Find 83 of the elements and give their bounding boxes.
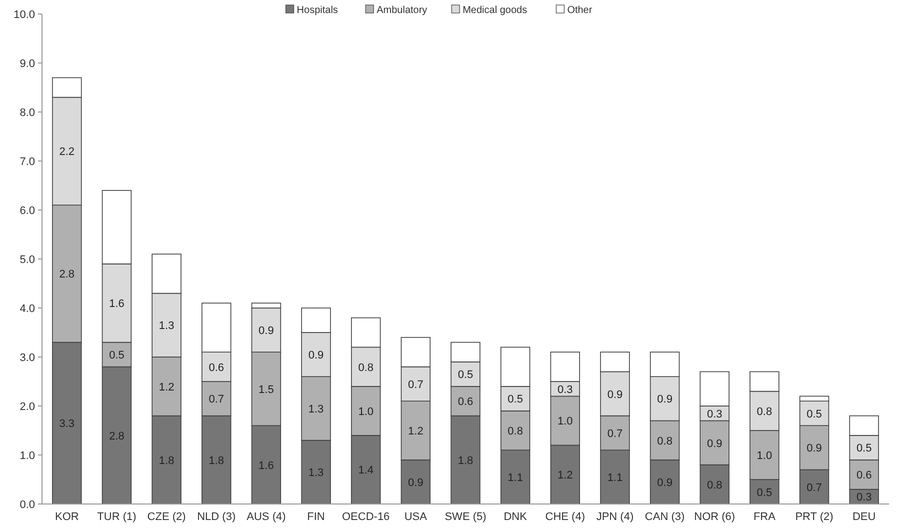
- data-label: 0.6: [458, 396, 474, 408]
- data-label: 0.5: [458, 369, 474, 382]
- data-label: 0.5: [856, 442, 872, 455]
- x-tick-label: TUR (1): [97, 511, 136, 523]
- x-tick-label: NLD (3): [197, 511, 236, 523]
- data-label: 0.5: [756, 486, 772, 499]
- data-label: 1.3: [308, 403, 324, 416]
- data-label: 1.8: [158, 454, 174, 467]
- legend-label: Hospitals: [296, 5, 338, 16]
- data-label: 1.0: [558, 416, 573, 428]
- data-label: 0.5: [508, 394, 523, 406]
- y-tick-label: 3.0: [20, 352, 35, 364]
- x-tick-label: DEU: [852, 511, 876, 523]
- data-label: 2.2: [59, 146, 75, 158]
- data-label: 0.5: [806, 408, 822, 420]
- x-tick-label: FRA: [753, 511, 776, 523]
- data-label: 1.0: [756, 450, 772, 462]
- data-label: 1.3: [308, 467, 324, 480]
- x-tick-label: DNK: [504, 511, 528, 523]
- x-tick-label: CAN (3): [644, 511, 685, 523]
- y-tick-label: 9.0: [20, 58, 35, 70]
- y-tick-label: 4.0: [20, 303, 35, 315]
- legend-label: Ambulatory: [376, 5, 428, 16]
- x-tick-label: PRT (2): [795, 511, 834, 523]
- x-tick-label: FIN: [307, 511, 325, 523]
- data-label: 0.7: [208, 394, 224, 406]
- data-label: 0.6: [856, 470, 872, 482]
- data-label: 0.8: [756, 406, 772, 418]
- x-tick-label: CZE (2): [147, 511, 186, 523]
- data-label: 2.8: [109, 430, 124, 442]
- data-label: 0.8: [706, 479, 722, 492]
- data-label: 0.7: [408, 378, 424, 391]
- x-tick-label: NOR (6): [694, 511, 736, 523]
- data-label: 0.9: [706, 438, 722, 450]
- x-tick-label: USA: [404, 511, 428, 523]
- data-label: 1.2: [408, 426, 424, 438]
- data-label: 0.5: [109, 350, 124, 362]
- data-label: 1.6: [109, 298, 124, 310]
- x-tick-label: SWE (5): [444, 511, 486, 523]
- data-label: 0.8: [358, 362, 374, 374]
- data-label: 1.6: [258, 460, 274, 472]
- y-tick-label: 8.0: [20, 107, 35, 119]
- data-label: 1.3: [158, 320, 174, 332]
- data-label: 3.3: [59, 418, 75, 430]
- data-label: 0.9: [657, 476, 672, 489]
- y-tick-label: 5.0: [20, 254, 35, 266]
- data-label: 0.3: [856, 492, 872, 504]
- data-label: 0.9: [258, 325, 274, 338]
- data-label: 0.9: [408, 476, 424, 489]
- data-label: 0.8: [508, 426, 523, 438]
- data-label: 0.3: [706, 408, 722, 420]
- x-tick-label: OECD-16: [342, 511, 390, 523]
- data-label: 1.8: [208, 454, 224, 467]
- x-tick-label: JPN (4): [596, 511, 634, 523]
- data-label: 0.6: [208, 362, 224, 374]
- data-label: 1.1: [607, 472, 623, 484]
- data-label: 0.3: [558, 384, 573, 396]
- y-tick-label: 6.0: [20, 205, 35, 217]
- data-label: 0.9: [607, 388, 623, 401]
- x-tick-label: CHE (4): [545, 511, 586, 523]
- y-tick-label: 1.0: [20, 450, 35, 462]
- y-tick-label: 2.0: [20, 401, 35, 413]
- data-label: 1.8: [458, 454, 474, 467]
- data-label: 0.7: [607, 428, 623, 440]
- data-label: 1.2: [158, 381, 174, 394]
- data-label: 2.8: [59, 268, 75, 281]
- y-tick-label: 10.0: [14, 9, 35, 21]
- y-tick-label: 0.0: [20, 499, 35, 511]
- data-label: 0.9: [806, 442, 822, 455]
- data-label: 0.8: [657, 435, 672, 448]
- legend-label: Medical goods: [462, 5, 528, 16]
- y-tick-label: 7.0: [20, 156, 35, 168]
- data-label: 1.4: [358, 464, 374, 477]
- data-label: 0.9: [308, 350, 324, 362]
- legend-label: Other: [567, 5, 593, 16]
- data-label: 0.7: [806, 482, 822, 494]
- data-label: 1.0: [358, 406, 374, 418]
- data-label: 0.9: [657, 394, 672, 406]
- data-label: 1.5: [258, 384, 274, 396]
- x-tick-label: KOR: [54, 511, 79, 523]
- data-label: 1.2: [558, 470, 573, 482]
- x-tick-label: AUS (4): [246, 511, 286, 523]
- data-label: 1.1: [508, 472, 523, 484]
